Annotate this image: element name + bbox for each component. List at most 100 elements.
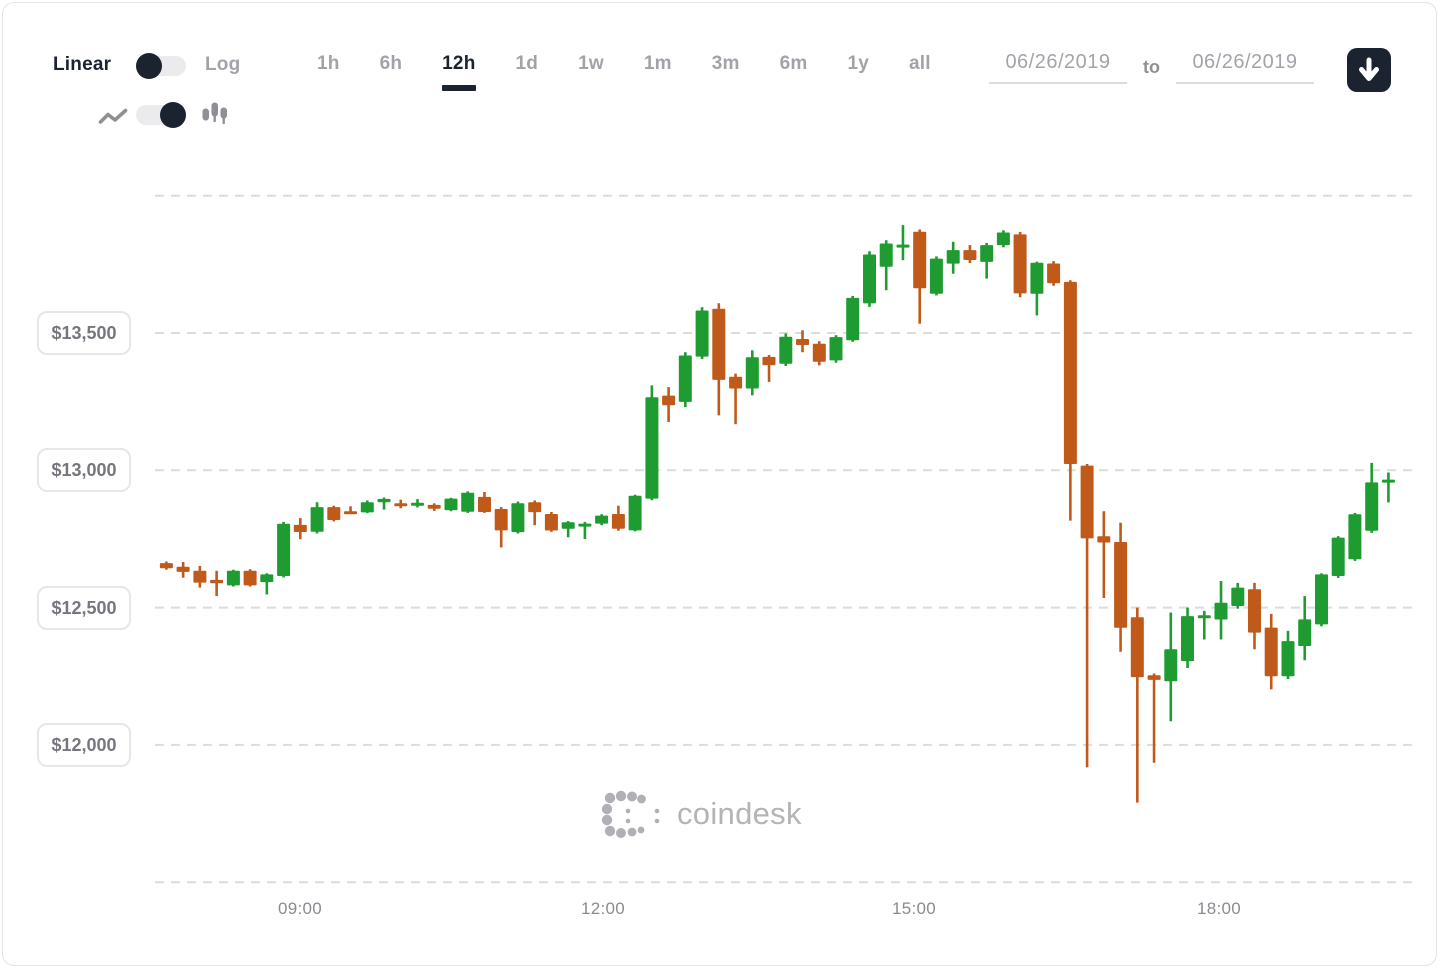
- candle-2: [176, 562, 190, 578]
- candle-63: [1197, 610, 1211, 640]
- candle-48: [946, 241, 960, 274]
- candle-32: [678, 352, 692, 408]
- candle-66: [1248, 582, 1261, 650]
- candle-37: [762, 355, 776, 382]
- candle-69: [1298, 596, 1312, 661]
- candle-12: [344, 506, 357, 515]
- candle-52: [1013, 231, 1027, 298]
- range-button-3m[interactable]: 3m: [711, 53, 740, 74]
- candle-49: [963, 245, 977, 263]
- candle-10: [310, 502, 324, 534]
- candle-26: [578, 521, 592, 539]
- scale-toggle-knob: [136, 53, 162, 79]
- candle-51: [996, 230, 1010, 248]
- candle-64: [1214, 581, 1228, 640]
- candle-3: [193, 565, 207, 588]
- candle-62: [1181, 607, 1194, 668]
- range-button-1h[interactable]: 1h: [317, 53, 340, 74]
- candle-46: [913, 229, 927, 324]
- candle-60: [1147, 673, 1161, 763]
- candle-5: [226, 569, 240, 587]
- date-from-input[interactable]: [989, 51, 1127, 84]
- candle-53: [1030, 261, 1044, 316]
- candle-55: [1063, 280, 1077, 521]
- candle-31: [662, 387, 676, 422]
- candle-68: [1281, 630, 1295, 679]
- candle-73: [1365, 462, 1379, 533]
- candle-9: [293, 518, 307, 540]
- candle-33: [695, 307, 709, 360]
- date-to-input[interactable]: [1176, 51, 1314, 84]
- y-axis-label-12000: $12,000: [37, 722, 131, 767]
- candle-34: [712, 303, 726, 416]
- candle-65: [1231, 582, 1245, 609]
- log-label[interactable]: Log: [205, 54, 241, 75]
- range-buttons: 1h 6h 12h 1d 1w 1m 3m 6m 1y all: [317, 53, 931, 75]
- range-button-6h[interactable]: 6h: [379, 53, 403, 74]
- candle-27: [595, 514, 609, 526]
- y-axis-label-12500: $12,500: [37, 585, 131, 630]
- candle-43: [863, 251, 876, 307]
- candle-15: [394, 499, 408, 509]
- candle-8: [277, 521, 291, 578]
- y-axis-label-13000: $13,000: [37, 448, 131, 493]
- candle-22: [511, 501, 525, 534]
- candle-17: [427, 503, 441, 511]
- coindesk-watermark: coindesk: [600, 789, 802, 839]
- line-chart-icon[interactable]: [98, 107, 128, 127]
- range-button-1m[interactable]: 1m: [643, 53, 672, 74]
- candle-72: [1348, 512, 1362, 561]
- chart-type-toggle-knob: [160, 102, 186, 128]
- chart-type-toggle[interactable]: [136, 102, 186, 128]
- range-button-12h[interactable]: 12h: [442, 53, 476, 74]
- candle-1: [159, 561, 173, 570]
- candle-13: [360, 500, 374, 514]
- linear-label[interactable]: Linear: [53, 54, 112, 75]
- candle-28: [611, 505, 625, 531]
- candle-25: [561, 521, 575, 538]
- candle-47: [929, 256, 943, 296]
- candle-14: [377, 497, 391, 510]
- date-range-separator: to: [1143, 57, 1160, 77]
- candlestick-icon[interactable]: [202, 101, 228, 131]
- x-axis-label-18:00: 18:00: [1196, 899, 1242, 918]
- range-button-6m[interactable]: 6m: [779, 53, 808, 74]
- candle-44: [879, 240, 893, 291]
- download-icon: [1359, 57, 1379, 81]
- range-button-1y[interactable]: 1y: [847, 53, 869, 74]
- candle-54: [1047, 261, 1061, 286]
- candle-50: [980, 242, 994, 279]
- candle-35: [729, 373, 743, 425]
- candle-70: [1315, 573, 1328, 627]
- candle-16: [411, 499, 424, 508]
- scale-toggle[interactable]: [136, 53, 186, 79]
- candle-23: [528, 500, 542, 526]
- candle-57: [1097, 511, 1111, 598]
- candle-6: [243, 569, 257, 587]
- date-range-picker: to: [989, 51, 1314, 84]
- coindesk-logo-icon: [601, 790, 660, 838]
- candle-29: [628, 494, 642, 532]
- range-button-all[interactable]: all: [909, 53, 931, 74]
- download-button[interactable]: [1347, 48, 1391, 92]
- candle-42: [846, 295, 860, 342]
- candle-7: [260, 573, 274, 595]
- candle-61: [1164, 612, 1178, 722]
- candle-18: [444, 497, 458, 512]
- candle-67: [1264, 613, 1278, 690]
- candle-21: [494, 507, 508, 548]
- candle-45: [896, 225, 910, 261]
- range-button-1w[interactable]: 1w: [578, 53, 604, 74]
- coindesk-wordmark: coindesk: [677, 796, 802, 831]
- candle-38: [779, 333, 793, 366]
- candle-71: [1331, 536, 1345, 578]
- candle-40: [812, 341, 826, 366]
- y-axis-label-13500: $13,500: [37, 311, 131, 355]
- candle-74: [1381, 472, 1395, 503]
- candle-19: [461, 491, 475, 513]
- x-axis-label-12:00: 12:00: [580, 899, 626, 918]
- candle-56: [1080, 464, 1094, 768]
- range-button-1d[interactable]: 1d: [515, 53, 539, 74]
- candle-4: [210, 570, 224, 597]
- candle-59: [1130, 607, 1144, 803]
